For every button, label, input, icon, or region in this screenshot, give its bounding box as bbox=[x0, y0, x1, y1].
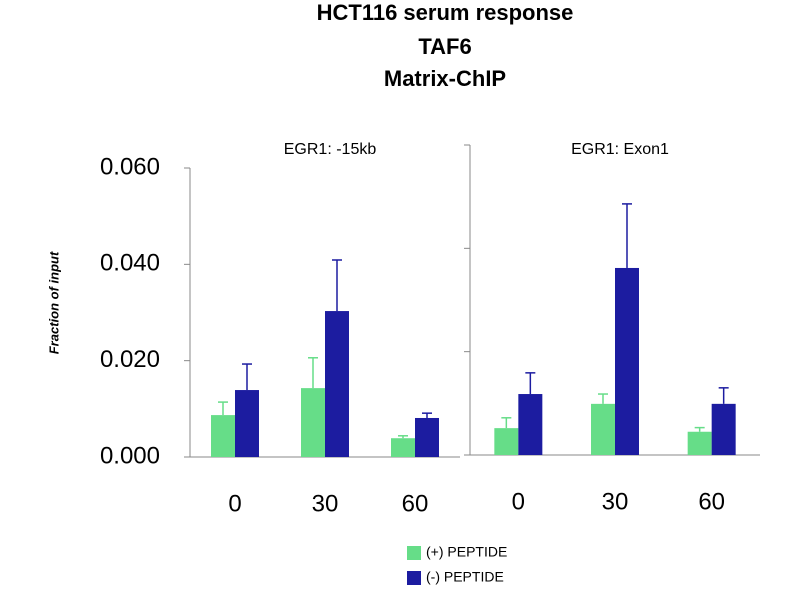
legend-label: (+) PEPTIDE bbox=[426, 544, 507, 560]
y-tick-label: 0.020 bbox=[100, 346, 160, 373]
y-tick-label: 0.000 bbox=[100, 442, 160, 469]
bar bbox=[415, 417, 439, 457]
y-tick-label: 0.040 bbox=[100, 250, 160, 277]
legend-swatch bbox=[407, 546, 421, 560]
bar bbox=[711, 403, 736, 455]
panel-title: EGR1: -15kb bbox=[284, 141, 377, 158]
bar bbox=[615, 267, 639, 455]
bar bbox=[494, 428, 519, 455]
bar bbox=[211, 415, 235, 457]
bar bbox=[687, 431, 712, 455]
x-tick-label: 0 bbox=[512, 488, 525, 515]
panel-title: EGR1: Exon1 bbox=[571, 141, 669, 158]
chart-title: HCT116 serum response bbox=[317, 0, 574, 25]
bar bbox=[325, 311, 349, 457]
bar bbox=[391, 438, 415, 457]
y-tick-label: 0.060 bbox=[100, 153, 160, 180]
x-tick-label: 60 bbox=[402, 490, 429, 517]
bar bbox=[518, 394, 543, 455]
x-tick-label: 30 bbox=[312, 490, 339, 517]
chart-title: Matrix-ChIP bbox=[384, 66, 506, 91]
legend-swatch bbox=[407, 571, 421, 585]
bar bbox=[235, 390, 259, 457]
x-tick-label: 30 bbox=[602, 488, 629, 515]
y-axis-label: Fraction of input bbox=[46, 251, 61, 354]
x-tick-label: 0 bbox=[228, 490, 241, 517]
bar bbox=[591, 403, 615, 455]
x-tick-label: 60 bbox=[698, 488, 725, 515]
bar bbox=[301, 388, 325, 457]
legend-label: (-) PEPTIDE bbox=[426, 569, 504, 585]
chart-title: TAF6 bbox=[418, 34, 471, 59]
